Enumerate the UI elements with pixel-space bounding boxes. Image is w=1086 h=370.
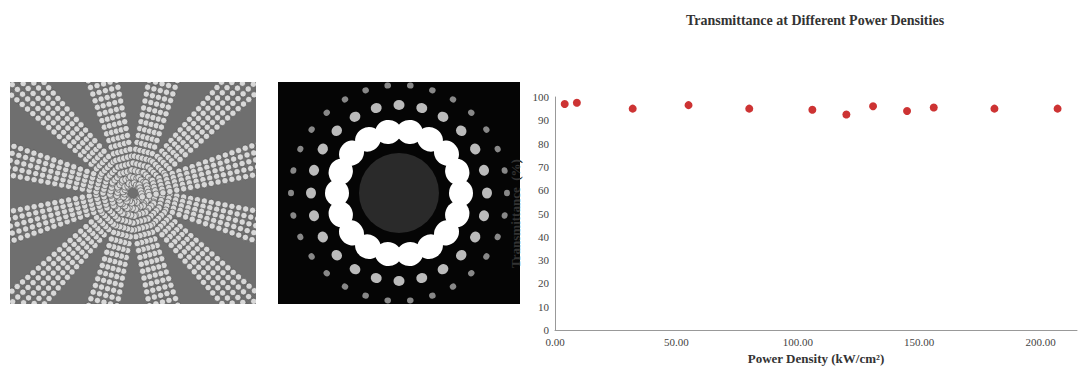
svg-text:Transmittance at Different Pow: Transmittance at Different Power Densiti… [686, 13, 945, 28]
svg-text:0: 0 [544, 324, 550, 336]
svg-text:0.00: 0.00 [545, 336, 565, 348]
svg-text:90: 90 [538, 114, 550, 126]
svg-text:60: 60 [538, 184, 550, 196]
svg-text:20: 20 [538, 277, 550, 289]
svg-text:70: 70 [538, 161, 550, 173]
svg-text:100: 100 [533, 91, 550, 103]
svg-text:200.00: 200.00 [1025, 336, 1056, 348]
svg-text:50.00: 50.00 [664, 336, 689, 348]
svg-text:150.00: 150.00 [904, 336, 935, 348]
svg-text:Power Density (kW/cm²): Power Density (kW/cm²) [748, 351, 885, 366]
svg-text:100.00: 100.00 [783, 336, 814, 348]
svg-text:80: 80 [538, 138, 550, 150]
svg-text:Transmittance (%): Transmittance (%) [508, 159, 523, 268]
svg-text:40: 40 [538, 231, 550, 243]
svg-text:10: 10 [538, 301, 550, 313]
svg-text:50: 50 [538, 208, 550, 220]
svg-text:30: 30 [538, 254, 550, 266]
